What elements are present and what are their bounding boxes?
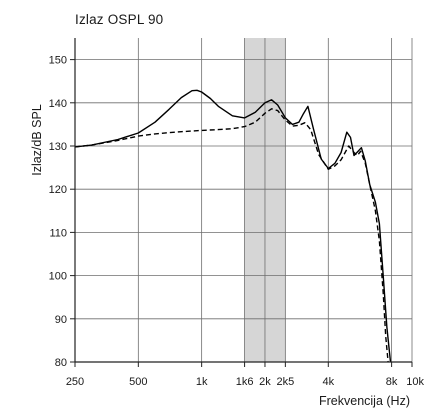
chart-title: Izlaz OSPL 90 bbox=[75, 12, 164, 27]
x-tick-label: 1k bbox=[196, 376, 208, 388]
y-tick-label: 150 bbox=[49, 55, 67, 67]
x-tick-label: 8k bbox=[386, 376, 398, 388]
y-tick-label: 120 bbox=[49, 184, 67, 196]
y-tick-label: 140 bbox=[49, 98, 67, 110]
x-tick-label: 250 bbox=[66, 376, 84, 388]
y-tick-label: 100 bbox=[49, 271, 67, 283]
grid-layer bbox=[74, 38, 413, 363]
x-tick-label: 500 bbox=[129, 376, 147, 388]
x-tick-label: 2k5 bbox=[276, 376, 294, 388]
x-tick-label: 1k6 bbox=[236, 376, 254, 388]
x-tick-label: 2k bbox=[259, 376, 271, 388]
y-tick-label: 90 bbox=[55, 314, 67, 326]
series-line-dashed bbox=[74, 108, 389, 363]
series-line-solid bbox=[74, 89, 392, 363]
y-axis-label: Izlaz/dB SPL bbox=[30, 104, 44, 176]
x-tick-label: 4k bbox=[322, 376, 334, 388]
axes-layer bbox=[70, 38, 413, 367]
y-tick-label: 110 bbox=[49, 227, 67, 239]
x-axis-label: Frekvencija (Hz) bbox=[319, 394, 410, 408]
y-tick-label: 80 bbox=[55, 357, 67, 369]
labels-layer: 80 90 100 110 120 130 140 150 250 500 1k 1k6 2k 2k5 4k… bbox=[30, 55, 424, 408]
x-tick-label: 10k bbox=[406, 376, 424, 388]
y-tick-label: 130 bbox=[49, 141, 67, 153]
series-layer bbox=[74, 89, 392, 363]
